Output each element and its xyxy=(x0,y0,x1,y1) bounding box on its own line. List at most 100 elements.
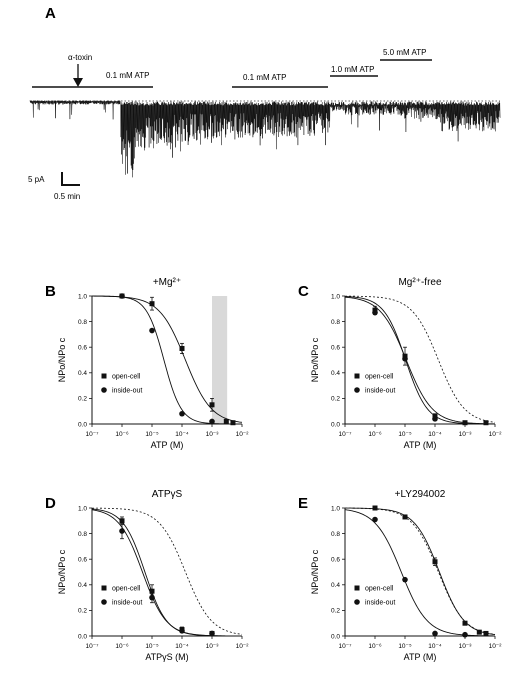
open-cell-point xyxy=(483,630,489,636)
open-cell-point xyxy=(209,402,215,408)
legend-square-marker xyxy=(354,373,360,379)
x-tick-label: 10⁻² xyxy=(489,431,503,438)
x-axis-label: ATPγS (M) xyxy=(145,652,188,662)
reference-fit-curve xyxy=(91,507,243,635)
open-cell-point xyxy=(432,559,438,565)
y-axis-label: NPo/NPo c xyxy=(310,549,320,594)
x-tick-label: 10⁻² xyxy=(489,643,503,650)
y-tick-label: 0.4 xyxy=(78,370,87,377)
y-tick-label: 0.0 xyxy=(78,421,87,428)
x-tick-label: 10⁻³ xyxy=(459,643,473,650)
x-tick-label: 10⁻² xyxy=(236,431,250,438)
x-tick-label: 10⁻⁷ xyxy=(338,431,352,438)
atp-application-bar-3: 1.0 mM ATP xyxy=(330,65,378,77)
legend-label: open-cell xyxy=(365,374,394,381)
atp-bar-label-3: 1.0 mM ATP xyxy=(331,65,374,74)
x-tick-label: 10⁻⁵ xyxy=(145,431,159,438)
open-cell-point xyxy=(372,505,378,511)
fit-curve xyxy=(344,296,496,425)
shaded-region xyxy=(212,296,228,424)
plot-title: Mg²⁺-free xyxy=(398,277,442,288)
panel-c: C Mg²⁺-free 0.0 0.2 0.4 0.6 0.8 1.0 10⁻⁷ 10⁻⁶ 10⁻… xyxy=(298,277,502,450)
x-tick-label: 10⁻⁴ xyxy=(428,643,442,650)
fit-curve xyxy=(91,295,242,425)
legend-square-marker xyxy=(101,585,107,591)
scale-current-label: 5 pA xyxy=(28,175,45,184)
fit-curve xyxy=(344,296,496,425)
reference-fit-curve xyxy=(344,295,496,423)
open-cell-point xyxy=(179,345,185,351)
inside-out-point xyxy=(402,576,408,583)
panel-letter-e: E xyxy=(298,495,308,512)
y-tick-label: 0.0 xyxy=(78,633,87,640)
panel-letter-b: B xyxy=(45,283,56,300)
current-trace-path xyxy=(29,100,501,178)
legend-circle-marker xyxy=(354,387,360,393)
y-axis-label: NPo/NPo c xyxy=(57,549,67,594)
legend-circle-marker xyxy=(101,599,107,605)
x-axis-label: ATP (M) xyxy=(151,440,184,450)
open-cell-point xyxy=(462,620,468,626)
inside-out-point xyxy=(119,293,125,299)
y-tick-label: 0.0 xyxy=(331,633,340,640)
panel-a: A α-toxin 0.1 mM ATP 0.1 mM ATP 1.0 mM A… xyxy=(28,5,501,201)
scale-time-label: 0.5 min xyxy=(54,192,80,201)
atp-application-bar-2: 0.1 mM ATP xyxy=(232,73,328,88)
y-tick-label: 0.2 xyxy=(78,396,87,403)
y-tick-label: 0.6 xyxy=(78,557,87,564)
open-cell-point xyxy=(483,420,489,426)
panel-letter-d: D xyxy=(45,495,56,512)
y-tick-label: 0.2 xyxy=(331,608,340,615)
legend-square-marker xyxy=(101,373,107,379)
scale-bar: 5 pA 0.5 min xyxy=(28,172,80,201)
y-tick-label: 1.0 xyxy=(331,505,340,512)
x-tick-label: 10⁻⁷ xyxy=(85,431,99,438)
inside-out-point xyxy=(119,528,125,534)
open-cell-point xyxy=(119,518,125,524)
open-cell-point xyxy=(223,418,229,424)
legend-label: inside-out xyxy=(365,388,395,395)
plot-title: ATPγS xyxy=(152,489,183,500)
inside-out-point xyxy=(372,516,378,523)
open-cell-point xyxy=(462,420,468,426)
inside-out-point xyxy=(179,410,185,417)
panel-d: D ATPγS 0.0 0.2 0.4 0.6 0.8 1.0 10⁻⁷ 10⁻⁶ 10⁻⁵ 10⁻… xyxy=(45,489,249,662)
inside-out-point xyxy=(149,327,155,334)
panel-e: E +LY294002 0.0 0.2 0.4 0.6 0.8 1.0 10⁻⁷ 10⁻⁶ 10⁻… xyxy=(298,489,502,662)
atp-application-bar-1: 0.1 mM ATP xyxy=(32,71,153,88)
reference-fit-curve xyxy=(344,507,496,635)
x-tick-label: 10⁻⁷ xyxy=(85,643,99,650)
inside-out-point xyxy=(179,628,185,634)
y-tick-label: 0.2 xyxy=(331,396,340,403)
open-cell-point xyxy=(230,420,236,426)
inside-out-point xyxy=(149,594,155,601)
x-tick-label: 10⁻⁶ xyxy=(115,431,129,438)
x-axis-label: ATP (M) xyxy=(404,652,437,662)
open-cell-point xyxy=(402,514,408,520)
y-tick-label: 0.6 xyxy=(78,345,87,352)
x-tick-label: 10⁻⁴ xyxy=(428,431,442,438)
legend-label: open-cell xyxy=(112,586,141,593)
fit-curve xyxy=(344,507,496,636)
inside-out-point xyxy=(432,630,438,637)
inside-out-point xyxy=(372,309,378,316)
x-tick-label: 10⁻⁵ xyxy=(398,431,412,438)
x-tick-label: 10⁻⁷ xyxy=(338,643,352,650)
x-tick-label: 10⁻³ xyxy=(459,431,473,438)
open-cell-point xyxy=(149,588,155,594)
x-tick-label: 10⁻⁴ xyxy=(175,643,189,650)
legend-circle-marker xyxy=(101,387,107,393)
legend-label: inside-out xyxy=(112,388,142,395)
inside-out-point xyxy=(432,416,438,422)
x-tick-label: 10⁻² xyxy=(236,643,250,650)
y-tick-label: 1.0 xyxy=(78,293,87,300)
x-tick-label: 10⁻³ xyxy=(206,431,220,438)
atp-bar-label-4: 5.0 mM ATP xyxy=(383,48,426,57)
x-tick-label: 10⁻⁶ xyxy=(368,643,382,650)
y-tick-label: 0.6 xyxy=(331,557,340,564)
legend-label: open-cell xyxy=(365,586,394,593)
legend-label: inside-out xyxy=(112,600,142,607)
fit-curve xyxy=(344,509,496,637)
x-tick-label: 10⁻⁵ xyxy=(398,643,412,650)
